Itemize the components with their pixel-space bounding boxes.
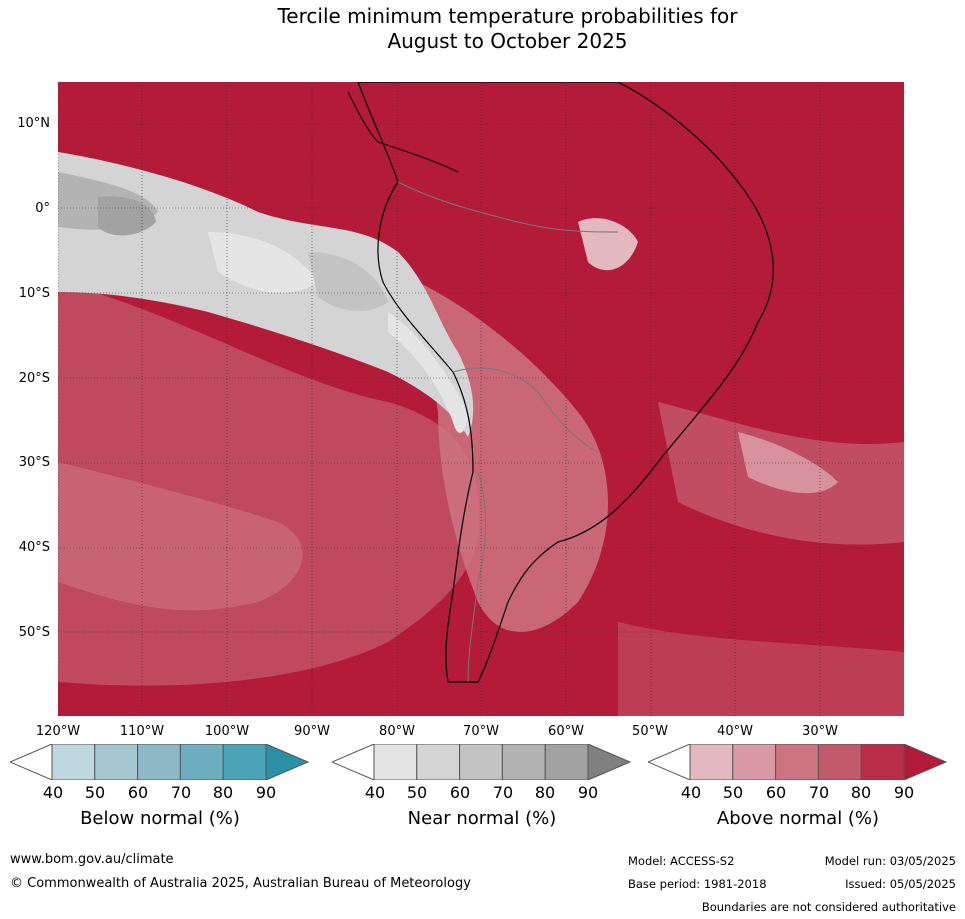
near-tick-60: 60 — [449, 783, 471, 802]
region-near-40-a — [208, 232, 318, 293]
colorbar-near-max-arrow — [587, 744, 632, 780]
colorbar-near-title: Near normal (%) — [407, 808, 557, 829]
footer-copyright: © Commonwealth of Australia 2025, Austra… — [10, 876, 471, 891]
lon-label-110w: 110°W — [119, 724, 165, 739]
near-tick-80: 80 — [534, 783, 556, 802]
colorbar-above-segment — [775, 744, 819, 780]
colorbar-near-segments — [373, 744, 589, 780]
map-svg — [58, 82, 904, 716]
colorbar-above-segment — [689, 744, 734, 780]
region-near-normal — [58, 152, 474, 437]
lat-label-30s: 30°S — [18, 455, 50, 470]
footer-url[interactable]: www.bom.gov.au/climate — [10, 852, 174, 867]
title-line-1: Tercile minimum temperature probabilitie… — [277, 4, 738, 28]
below-tick-80: 80 — [212, 783, 234, 802]
country-border-north — [397, 181, 619, 233]
lon-label-80w: 80°W — [379, 724, 415, 739]
colorbar-near-segment — [544, 744, 589, 780]
lon-label-40w: 40°W — [717, 724, 753, 739]
colorbar-near-min-arrow — [332, 744, 375, 780]
colorbar-below-normal — [10, 744, 310, 780]
lat-label-50s: 50°S — [18, 625, 50, 640]
lon-label-30w: 30°W — [802, 724, 838, 739]
above-tick-60: 60 — [765, 783, 787, 802]
above-tick-40: 40 — [680, 783, 702, 802]
below-tick-40: 40 — [42, 783, 64, 802]
lat-label-20s: 20°S — [18, 371, 50, 386]
region-near-50 — [308, 252, 388, 312]
below-tick-60: 60 — [127, 783, 149, 802]
lon-label-50w: 50°W — [632, 724, 668, 739]
colorbar-below-segment — [179, 744, 224, 780]
colorbar-below-segment — [51, 744, 96, 780]
colorbar-above-segment — [732, 744, 777, 780]
colorbar-near-segment — [373, 744, 418, 780]
footer-base-period: Base period: 1981-2018 — [628, 877, 767, 891]
region-above-50-east — [738, 432, 838, 494]
map-gridlines — [58, 82, 904, 716]
below-tick-50: 50 — [84, 783, 106, 802]
colorbar-below-segment — [94, 744, 139, 780]
country-border-central — [452, 367, 599, 453]
colorbar-below-segment — [137, 744, 181, 780]
lat-label-10n: 10°N — [17, 116, 50, 131]
near-tick-50: 50 — [406, 783, 428, 802]
above-tick-70: 70 — [808, 783, 830, 802]
colorbar-above-segment — [860, 744, 905, 780]
lon-label-70w: 70°W — [463, 724, 499, 739]
lon-label-120w: 120°W — [35, 724, 81, 739]
above-tick-50: 50 — [722, 783, 744, 802]
colorbar-above-title: Above normal (%) — [716, 808, 880, 829]
colorbar-above-min-arrow — [648, 744, 691, 780]
probability-map — [58, 82, 904, 716]
above-tick-90: 90 — [893, 783, 915, 802]
below-tick-70: 70 — [170, 783, 192, 802]
region-above-60-a — [58, 462, 303, 611]
colorbar-below-max-arrow — [265, 744, 310, 780]
below-tick-90: 90 — [255, 783, 277, 802]
near-tick-40: 40 — [364, 783, 386, 802]
colorbar-above-segment — [817, 744, 862, 780]
country-border-chile-argentina — [467, 471, 486, 683]
colorbar-above-max-arrow — [903, 744, 948, 780]
footer-model: Model: ACCESS-S2 — [628, 854, 735, 868]
colorbar-near-normal — [332, 744, 632, 780]
central-america-coastline — [347, 91, 459, 173]
footer-disclaimer: Boundaries are not considered authoritat… — [701, 900, 956, 914]
colorbar-below-segment — [222, 744, 267, 780]
colorbar-near-segment — [501, 744, 546, 780]
region-near-70 — [98, 196, 156, 236]
colorbar-above-normal — [648, 744, 948, 780]
near-tick-70: 70 — [492, 783, 514, 802]
lat-label-10s: 10°S — [18, 286, 50, 301]
colorbar-below-min-arrow — [10, 744, 53, 780]
chart-title: Tercile minimum temperature probabilitie… — [0, 4, 965, 54]
colorbar-near-segment — [459, 744, 503, 780]
colorbar-above-segments — [689, 744, 905, 780]
lon-label-60w: 60°W — [548, 724, 584, 739]
footer-model-run: Model run: 03/05/2025 — [824, 854, 956, 868]
region-above-70-south — [618, 622, 904, 716]
title-line-2: August to October 2025 — [387, 29, 628, 53]
colorbar-below-segments — [51, 744, 267, 780]
region-above-40-amazon — [578, 218, 638, 271]
colorbar-near-segment — [416, 744, 461, 780]
above-tick-80: 80 — [850, 783, 872, 802]
lon-label-100w: 100°W — [204, 724, 250, 739]
colorbar-below-title: Below normal (%) — [80, 808, 240, 829]
region-near-40-b — [388, 312, 468, 433]
footer-issued: Issued: 05/05/2025 — [845, 877, 956, 891]
lat-label-0: 0° — [35, 201, 50, 216]
south-america-coastline — [357, 82, 774, 683]
lat-label-40s: 40°S — [18, 540, 50, 555]
lon-label-90w: 90°W — [294, 724, 330, 739]
near-tick-90: 90 — [577, 783, 599, 802]
